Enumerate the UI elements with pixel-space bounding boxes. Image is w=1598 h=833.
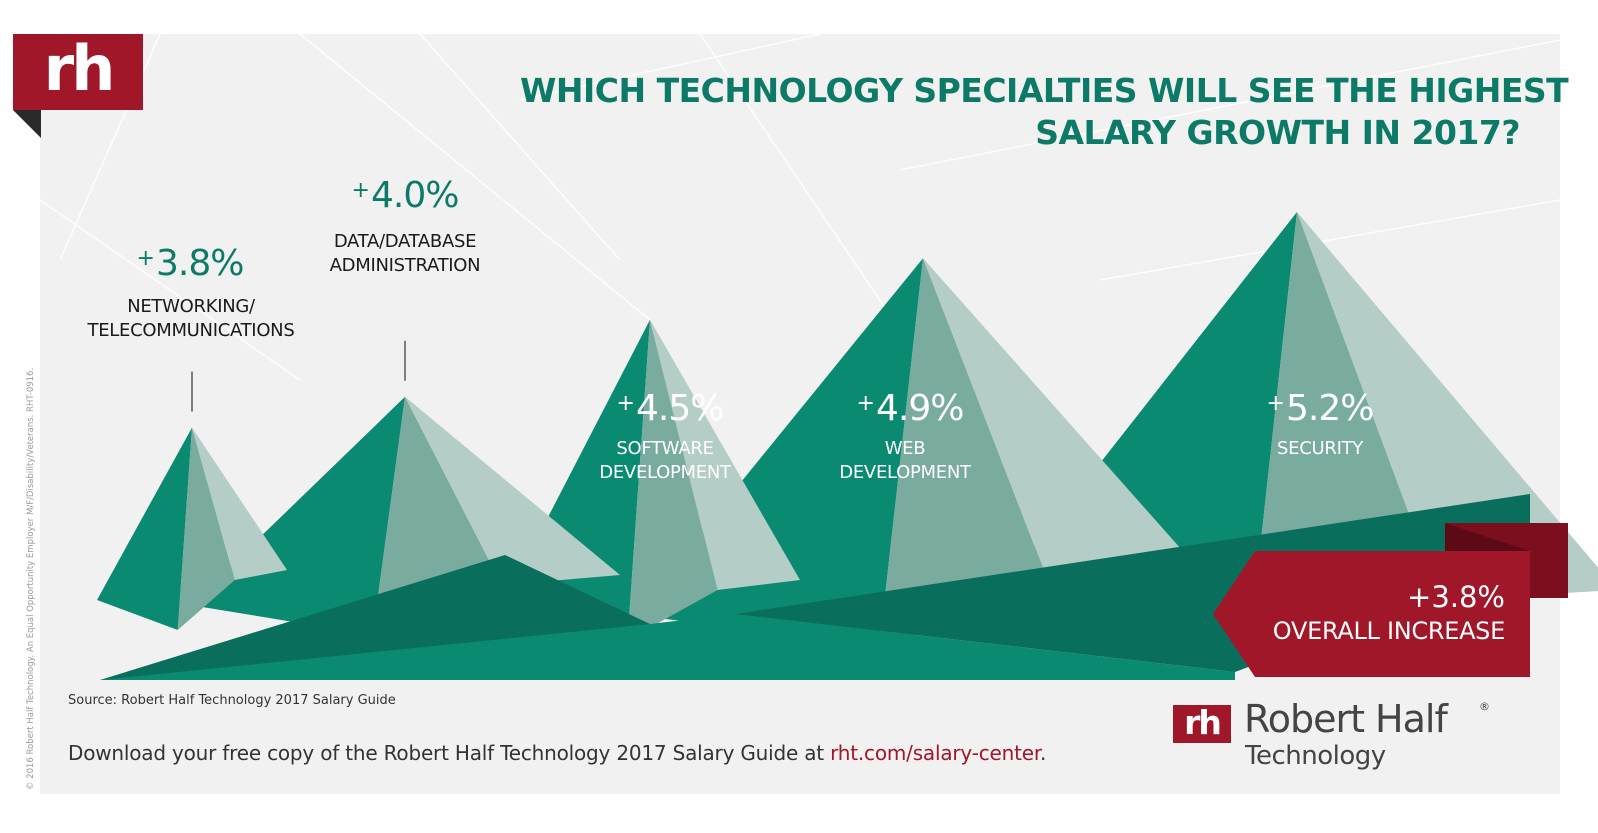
background-lines <box>39 33 1561 381</box>
mountain-data-right <box>405 396 620 585</box>
category-label-security: SECURITY <box>1277 438 1363 459</box>
salary-center-link[interactable]: rht.com/salary-center <box>830 741 1041 765</box>
mountain-networking-face <box>177 427 235 630</box>
overall-value: +3.8% <box>1407 580 1505 614</box>
source-note: Source: Robert Half Technology 2017 Sala… <box>68 693 396 708</box>
value-label-networking: +3.8% <box>136 243 245 284</box>
rh-logo: rh <box>13 34 143 110</box>
legal-notice: © 2016 Robert Half Technology. An Equal … <box>26 367 36 790</box>
category-label-web: WEB DEVELOPMENT <box>839 438 971 483</box>
value-label-data: +4.0% <box>351 175 460 216</box>
mountain-web-face <box>879 258 1054 645</box>
mountain-networking-left <box>97 427 192 630</box>
brand-logo-mark: rh <box>1173 705 1231 743</box>
mountain-networking-right <box>192 427 287 580</box>
category-label-software: SOFTWARE DEVELOPMENT <box>599 438 731 483</box>
overall-label: OVERALL INCREASE <box>1272 617 1506 645</box>
download-note: Download your free copy of the Robert Ha… <box>68 741 1047 765</box>
category-label-networking: NETWORKING/TELECOMMUNICATIONS <box>87 296 295 341</box>
brand-subtitle: Technology <box>1245 741 1386 771</box>
mountain-software-right <box>650 319 800 590</box>
overall-ribbon <box>1213 551 1530 677</box>
rh-logo-fold <box>13 110 41 138</box>
value-label-web: +4.9% <box>856 388 965 429</box>
mountain-web-right <box>923 258 1213 595</box>
chart-title: WHICH TECHNOLOGY SPECIALTIES WILL SEE TH… <box>520 70 1569 154</box>
mountain-software-face <box>627 319 718 640</box>
brand-registered-mark: ® <box>1479 700 1490 713</box>
ground-mid <box>100 614 1235 680</box>
category-label-data: DATA/DATABASE ADMINISTRATION <box>329 231 481 276</box>
value-label-security: +5.2% <box>1266 388 1375 429</box>
title-line-1: WHICH TECHNOLOGY SPECIALTIES WILL SEE TH… <box>520 71 1569 110</box>
value-label-software: +4.5% <box>616 388 725 429</box>
overall-ribbon-fold <box>1445 523 1530 551</box>
title-line-2: SALARY GROWTH IN 2017? <box>1035 113 1520 152</box>
brand-name: Robert Half <box>1244 697 1448 741</box>
